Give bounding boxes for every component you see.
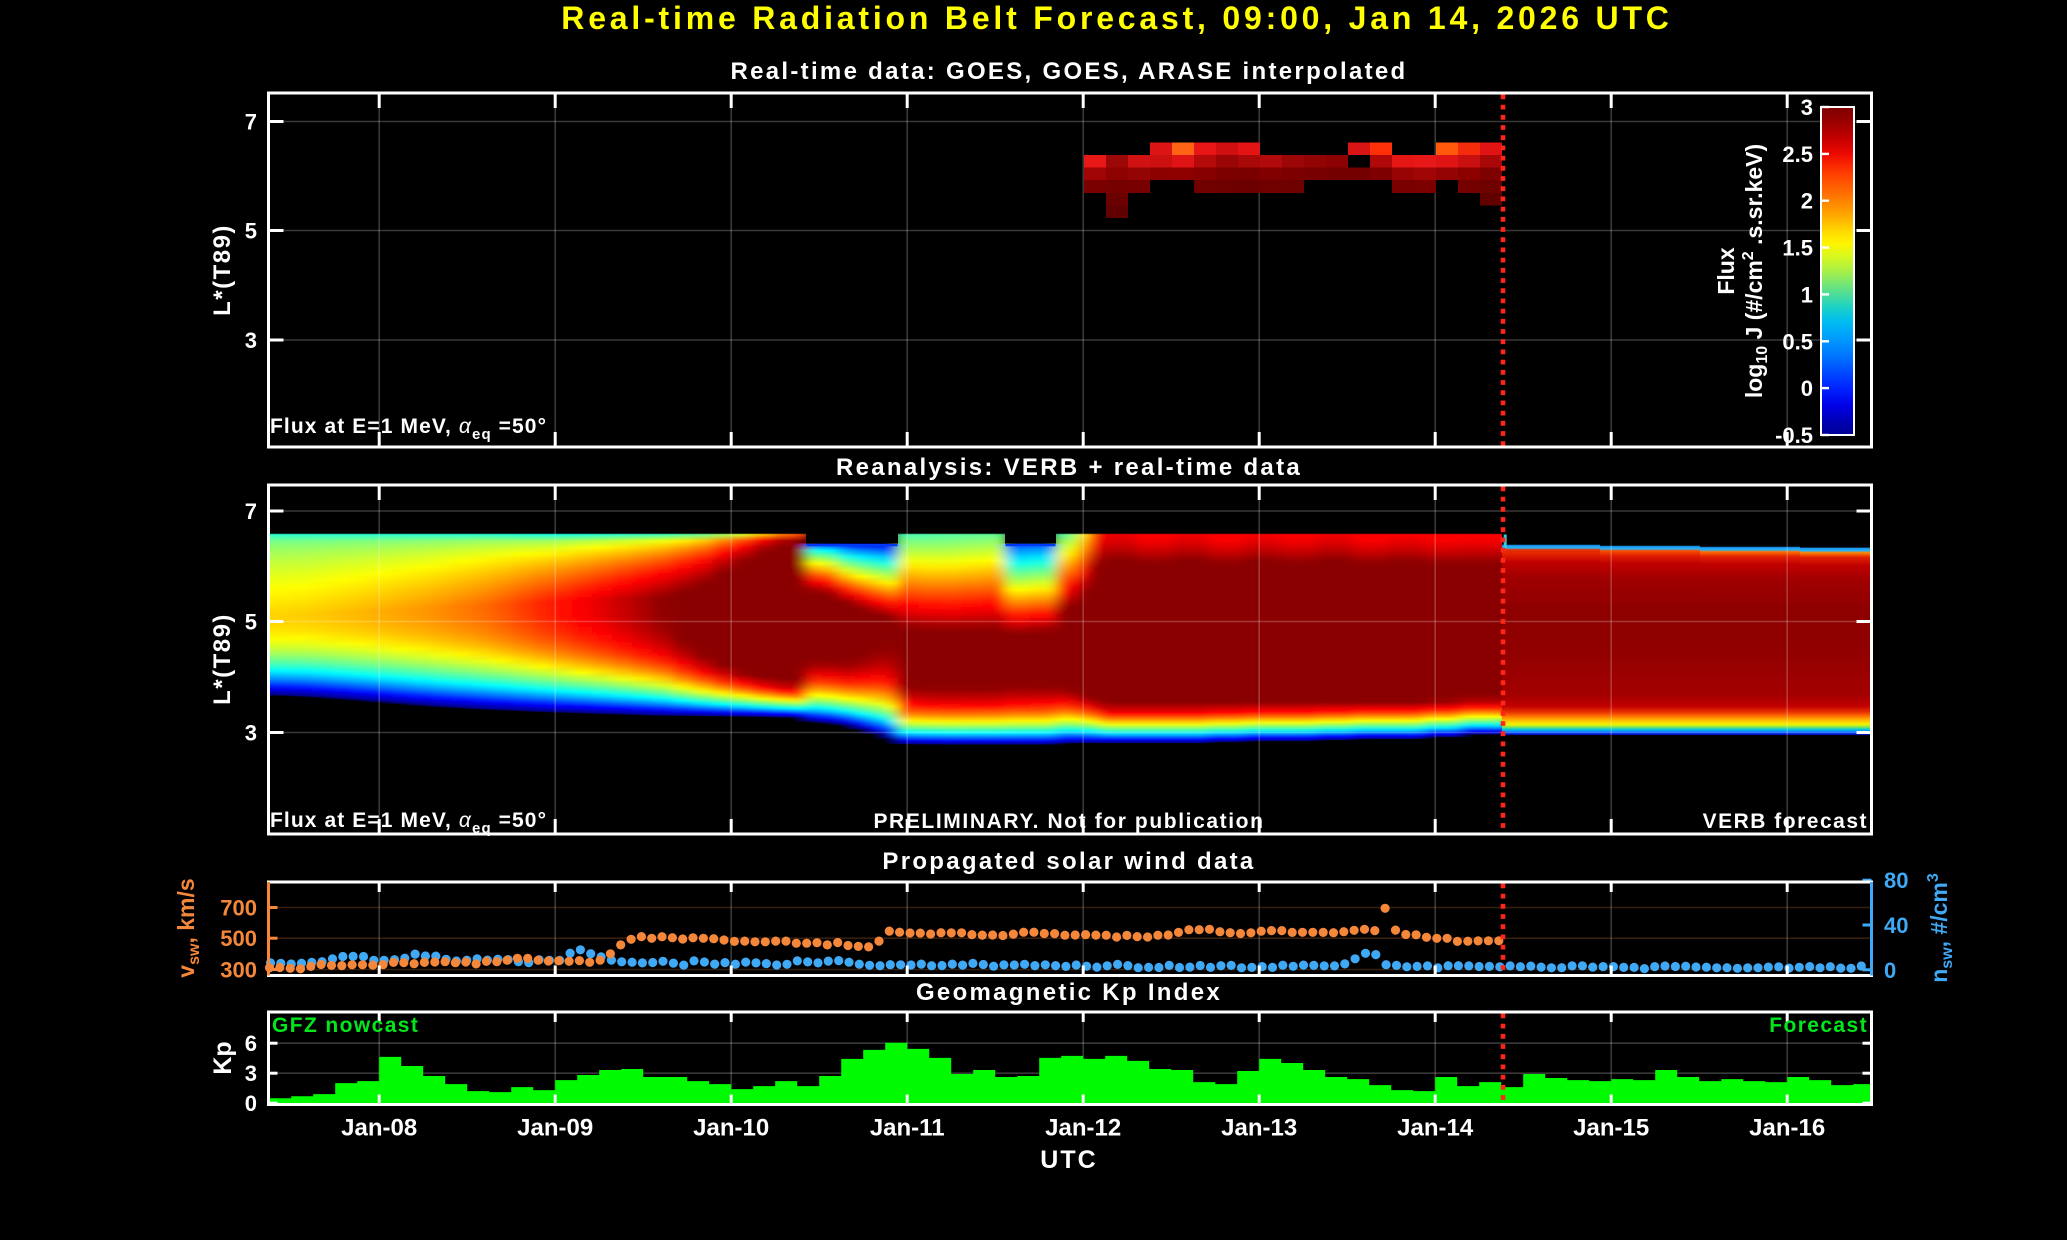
svg-text:0: 0 bbox=[1801, 376, 1813, 401]
svg-text:7: 7 bbox=[245, 110, 257, 135]
svg-text:Forecast: Forecast bbox=[1769, 1014, 1868, 1037]
svg-text:-0.5: -0.5 bbox=[1775, 423, 1813, 448]
svg-text:Jan-08: Jan-08 bbox=[341, 1115, 417, 1142]
svg-text:2: 2 bbox=[1801, 189, 1813, 214]
svg-text:Jan-16: Jan-16 bbox=[1749, 1115, 1825, 1142]
svg-text:L*(T89): L*(T89) bbox=[209, 224, 236, 316]
svg-text:Jan-14: Jan-14 bbox=[1397, 1115, 1474, 1142]
svg-text:0: 0 bbox=[245, 1091, 257, 1116]
svg-text:80: 80 bbox=[1884, 868, 1908, 893]
svg-text:5: 5 bbox=[245, 610, 257, 635]
svg-text:6: 6 bbox=[245, 1031, 257, 1056]
svg-text:PRELIMINARY. Not for publicati: PRELIMINARY. Not for publication bbox=[873, 810, 1264, 833]
svg-text:Real-time data: GOES, GOES, AR: Real-time data: GOES, GOES, ARASE interp… bbox=[730, 58, 1407, 85]
svg-text:Geomagnetic Kp Index: Geomagnetic Kp Index bbox=[916, 979, 1222, 1006]
svg-text:5: 5 bbox=[245, 219, 257, 244]
svg-text:Propagated solar wind data: Propagated solar wind data bbox=[882, 848, 1255, 875]
svg-text:L*(T89): L*(T89) bbox=[209, 613, 236, 705]
svg-text:Jan-09: Jan-09 bbox=[517, 1115, 593, 1142]
svg-text:Flux: Flux bbox=[1713, 247, 1739, 294]
svg-text:3: 3 bbox=[1801, 95, 1813, 120]
svg-text:log10 J (#/cm2 .s.sr.keV): log10 J (#/cm2 .s.sr.keV) bbox=[1740, 144, 1771, 398]
svg-text:Jan-12: Jan-12 bbox=[1045, 1115, 1121, 1142]
svg-text:300: 300 bbox=[220, 958, 257, 983]
svg-text:1.5: 1.5 bbox=[1782, 236, 1813, 261]
svg-text:3: 3 bbox=[245, 721, 257, 746]
svg-text:Jan-15: Jan-15 bbox=[1573, 1115, 1649, 1142]
svg-text:7: 7 bbox=[245, 499, 257, 524]
svg-text:Jan-13: Jan-13 bbox=[1221, 1115, 1297, 1142]
svg-text:GFZ nowcast: GFZ nowcast bbox=[272, 1014, 419, 1037]
svg-text:40: 40 bbox=[1884, 913, 1908, 938]
svg-text:nsw, #/cm3: nsw, #/cm3 bbox=[1925, 873, 1956, 983]
svg-text:UTC: UTC bbox=[1040, 1146, 1097, 1174]
svg-text:500: 500 bbox=[220, 926, 257, 951]
svg-text:VERB forecast: VERB forecast bbox=[1703, 810, 1868, 833]
svg-text:Jan-10: Jan-10 bbox=[693, 1115, 769, 1142]
svg-text:3: 3 bbox=[245, 328, 257, 353]
svg-text:3: 3 bbox=[245, 1061, 257, 1086]
svg-text:Real-time Radiation Belt Forec: Real-time Radiation Belt Forecast, 09:00… bbox=[561, 0, 1672, 36]
svg-text:Jan-11: Jan-11 bbox=[870, 1115, 945, 1142]
svg-text:0.5: 0.5 bbox=[1782, 329, 1813, 354]
svg-text:2.5: 2.5 bbox=[1782, 142, 1813, 167]
svg-text:700: 700 bbox=[220, 896, 257, 921]
svg-text:Reanalysis: VERB + real-time d: Reanalysis: VERB + real-time data bbox=[836, 454, 1302, 481]
svg-text:1: 1 bbox=[1801, 282, 1813, 307]
svg-text:Kp: Kp bbox=[209, 1041, 237, 1074]
svg-text:0: 0 bbox=[1884, 958, 1896, 983]
